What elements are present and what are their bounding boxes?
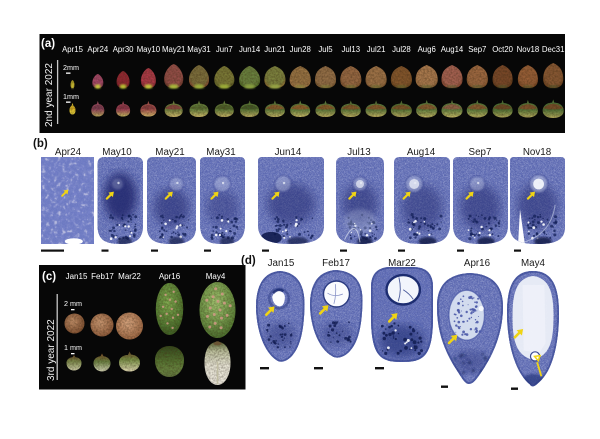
svg-text:Aug14: Aug14 xyxy=(407,147,436,158)
svg-text:2mm: 2mm xyxy=(63,63,79,72)
svg-text:Apr30: Apr30 xyxy=(113,45,134,54)
svg-text:1 mm: 1 mm xyxy=(64,343,82,352)
svg-text:(c): (c) xyxy=(42,271,56,283)
svg-text:3rd year 2022: 3rd year 2022 xyxy=(46,319,57,381)
svg-text:2nd year 2022: 2nd year 2022 xyxy=(44,63,55,127)
svg-text:Jun14: Jun14 xyxy=(239,45,261,54)
svg-text:Jun7: Jun7 xyxy=(216,45,233,54)
svg-text:May31: May31 xyxy=(206,147,235,158)
svg-text:May21: May21 xyxy=(162,45,185,54)
svg-text:2 mm: 2 mm xyxy=(64,299,82,308)
svg-text:Nov18: Nov18 xyxy=(517,45,540,54)
svg-text:Mar22: Mar22 xyxy=(388,258,416,269)
svg-text:Jun14: Jun14 xyxy=(275,147,302,158)
svg-text:May4: May4 xyxy=(521,258,546,269)
svg-text:Dec31: Dec31 xyxy=(542,45,565,54)
svg-text:Jun21: Jun21 xyxy=(264,45,285,54)
svg-text:Jan15: Jan15 xyxy=(66,272,88,281)
svg-text:Jan15: Jan15 xyxy=(268,258,295,269)
svg-text:Apr16: Apr16 xyxy=(159,272,181,281)
svg-text:Jul13: Jul13 xyxy=(341,45,360,54)
svg-text:May10: May10 xyxy=(102,147,132,158)
svg-text:May21: May21 xyxy=(155,147,184,158)
svg-text:Jul28: Jul28 xyxy=(392,45,411,54)
svg-text:Apr24: Apr24 xyxy=(55,147,82,158)
svg-text:Apr16: Apr16 xyxy=(464,258,491,269)
svg-text:Oct20: Oct20 xyxy=(492,45,513,54)
svg-text:Aug6: Aug6 xyxy=(418,45,436,54)
svg-text:Jul13: Jul13 xyxy=(347,147,371,158)
svg-text:May31: May31 xyxy=(187,45,210,54)
svg-text:Sep7: Sep7 xyxy=(468,45,486,54)
svg-text:Apr24: Apr24 xyxy=(87,45,108,54)
svg-text:Feb17: Feb17 xyxy=(91,272,114,281)
svg-text:(d): (d) xyxy=(241,255,256,267)
svg-text:May10: May10 xyxy=(137,45,161,54)
svg-text:May4: May4 xyxy=(206,272,226,281)
svg-text:Mar22: Mar22 xyxy=(118,272,141,281)
svg-text:Feb17: Feb17 xyxy=(322,258,350,269)
svg-text:(a): (a) xyxy=(41,38,55,50)
svg-text:Jul21: Jul21 xyxy=(367,45,386,54)
svg-text:Jul5: Jul5 xyxy=(318,45,333,54)
svg-text:Sep7: Sep7 xyxy=(469,147,492,158)
svg-text:Aug14: Aug14 xyxy=(441,45,464,54)
svg-text:Nov18: Nov18 xyxy=(523,147,552,158)
svg-text:Jun28: Jun28 xyxy=(290,45,311,54)
svg-text:1mm: 1mm xyxy=(63,92,79,101)
svg-text:Apr15: Apr15 xyxy=(62,45,83,54)
svg-text:(b): (b) xyxy=(33,138,48,150)
